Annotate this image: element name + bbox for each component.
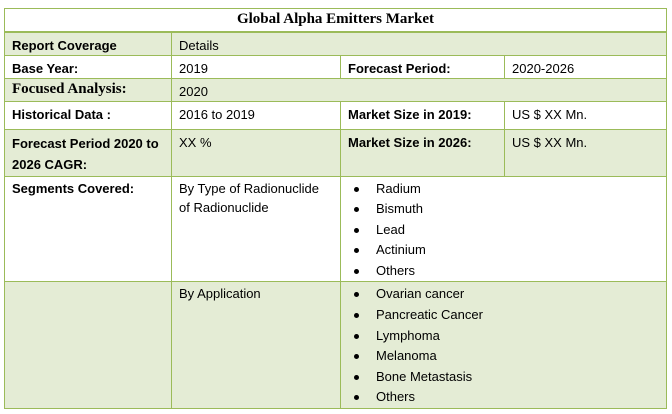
segment-items: Ovarian cancer Pancreatic Cancer Lymphom… — [339, 281, 668, 410]
table-row: Forecast Period 2020 to 2026 CAGR: XX % … — [4, 128, 668, 177]
base-year-label: Base Year: — [4, 54, 172, 79]
list-item: Melanoma — [348, 346, 659, 367]
list-item: Lead — [348, 220, 659, 241]
cagr-value: XX % — [171, 128, 341, 177]
table-row: Segments Covered: By Type of Radionuclid… — [4, 175, 668, 283]
segment-items: Radium Bismuth Lead Actinium Others — [339, 175, 668, 283]
segments-label: Segments Covered: — [4, 175, 172, 283]
historical-data-value: 2016 to 2019 — [171, 100, 341, 130]
list-item: Lymphoma — [348, 326, 659, 347]
segment-list: Radium Bismuth Lead Actinium Others — [348, 179, 659, 282]
report-coverage-label: Report Coverage — [4, 31, 172, 56]
market-size-2026-value: US $ XX Mn. — [503, 128, 668, 177]
market-size-2026-label: Market Size in 2026: — [340, 128, 505, 177]
list-item: Pancreatic Cancer — [348, 305, 659, 326]
table-row: Focused Analysis: 2020 — [4, 77, 668, 102]
report-coverage-value: Details — [170, 31, 668, 56]
segment-group-name: By Type of Radionuclide of Radionuclide — [171, 175, 341, 283]
historical-data-label: Historical Data : — [4, 100, 172, 130]
forecast-period-label: Forecast Period: — [340, 54, 505, 79]
table-title: Global Alpha Emitters Market — [3, 8, 668, 33]
cagr-label: Forecast Period 2020 to 2026 CAGR: — [4, 128, 172, 177]
list-item: Actinium — [348, 240, 659, 261]
forecast-period-value: 2020-2026 — [503, 54, 668, 79]
focused-analysis-label: Focused Analysis: — [4, 77, 172, 102]
table-row: Base Year: 2019 Forecast Period: 2020-20… — [4, 54, 668, 79]
table-row: Historical Data : 2016 to 2019 Market Si… — [4, 100, 668, 130]
table-row: Report Coverage Details — [4, 31, 668, 56]
market-size-2019-label: Market Size in 2019: — [340, 100, 505, 130]
table-row: By Application Ovarian cancer Pancreatic… — [4, 281, 668, 410]
list-item: Bismuth — [348, 199, 659, 220]
market-report-table: Global Alpha Emitters Market Report Cove… — [3, 8, 668, 410]
list-item: Radium — [348, 179, 659, 200]
list-item: Others — [348, 387, 659, 408]
list-item: Ovarian cancer — [348, 284, 659, 305]
segment-group-name: By Application — [171, 281, 341, 410]
list-item: Others — [348, 261, 659, 282]
market-size-2019-value: US $ XX Mn. — [503, 100, 668, 130]
list-item: Bone Metastasis — [348, 367, 659, 388]
empty-cell — [4, 281, 172, 410]
focused-analysis-value: 2020 — [170, 77, 668, 102]
base-year-value: 2019 — [171, 54, 341, 79]
segment-list: Ovarian cancer Pancreatic Cancer Lymphom… — [348, 284, 659, 408]
